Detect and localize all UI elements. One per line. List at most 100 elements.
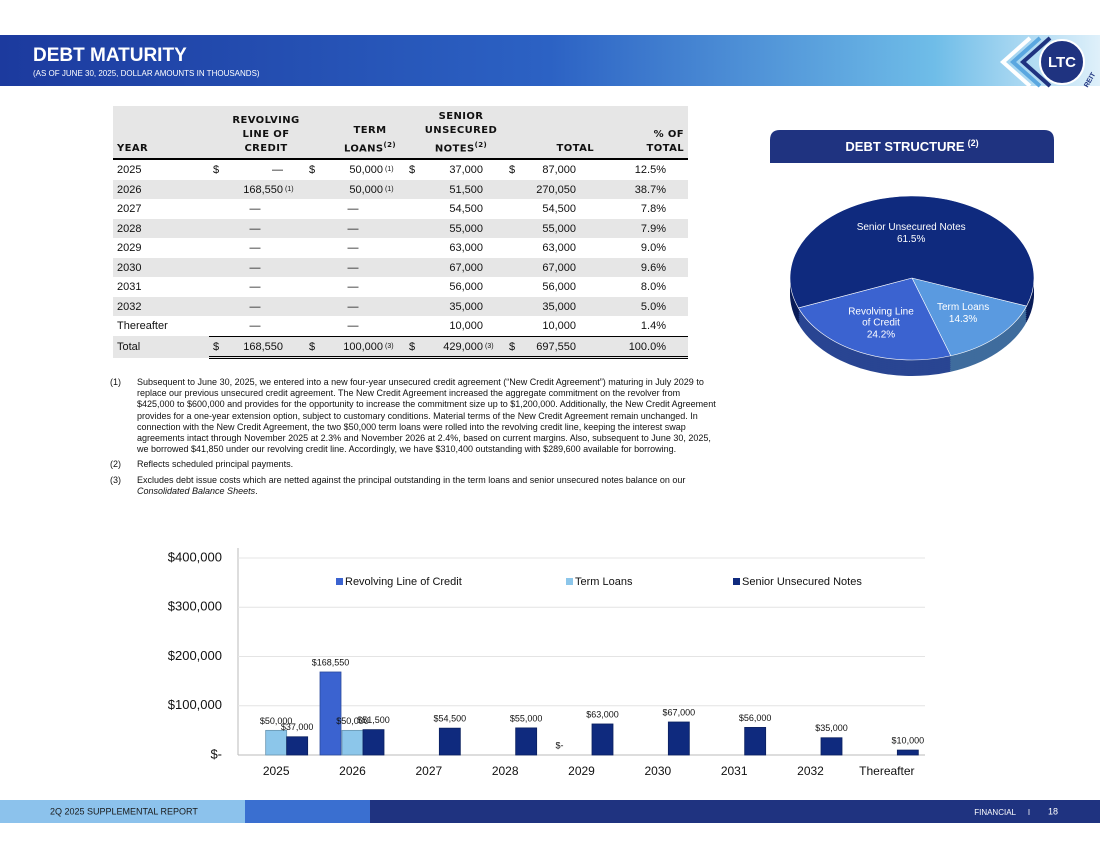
cell-box: 10,000 [409,320,501,332]
cell-box: $ — [213,164,301,176]
table-cell: — [209,238,305,258]
logo-circle [1039,39,1085,85]
cell-box: 100.0% [602,341,684,353]
table-cell: 38.7% [598,179,688,200]
table-row: Thereafter — — 10,000 10,000 1.4% [113,316,688,336]
pie-chart: Term Loans 14.3% Revolving Line of Credit 24… [789,195,1035,376]
x-tick-label: 2029 [568,764,595,778]
table-cell: — [305,257,405,278]
cell-box: — [309,320,401,332]
pie-category: Senior Unsecured Notes [857,222,966,233]
cell-box: 9.6% [602,262,684,274]
row-label: 2026 [117,183,142,196]
cell-note [576,262,594,264]
maturity-table-wrap: YEAR REVOLVING LINE OF CREDIT TERM LOANS(2… [113,106,688,360]
table-cell: 9.0% [598,238,688,258]
cell-box: $697,550 [509,341,594,353]
pie-value-label: 14.3% [949,314,977,325]
cell-box: 63,000 [509,242,594,254]
cell-box: — [309,223,401,235]
table-cell: 35,000 [405,296,505,317]
table-cell: 1.4% [598,316,688,336]
table-cell: Total [113,336,209,358]
cell-note [666,203,684,205]
cell-value: 67,000 [449,261,483,274]
table-row: 2030 — — 67,000 67,000 9.6% [113,257,688,278]
cell-box: — [213,242,301,254]
cell-box: 67,000 [509,262,594,274]
footnote-body: Reflects scheduled principal payments. [137,459,294,470]
cell-note [483,203,501,205]
table-row: 2031 — — 56,000 56,000 8.0% [113,277,688,297]
pie-value-label: 61.5% [897,234,925,245]
cell-box: $429,000 (3) [409,341,501,353]
table-row: 2032 — — 35,000 35,000 5.0% [113,296,688,317]
pie-category: Revolving Line [848,306,914,317]
footnote: (2) Reflects scheduled principal payments… [110,459,720,470]
footnote-text: Subsequent to June 30, 2025, we entered … [137,377,720,455]
cell-note [283,203,301,205]
footer-band [370,800,1100,823]
cell-box: 54,500 [409,203,501,215]
row-label: 2030 [117,261,142,274]
logo-chevron [999,36,1032,88]
footer-report: 2Q 2025 SUPPLEMENTAL REPORT [50,806,198,816]
table-cell: 2026 [113,179,209,200]
table-cell: — [305,296,405,317]
currency: $ [309,164,316,177]
column-header: REVOLVING LINE OF CREDIT [209,106,305,161]
footer-band [0,800,245,823]
cell-box: 50,000 (1) [309,184,401,196]
table-cell: — [305,238,405,258]
table-cell: 168,550 (1) [209,179,305,200]
cell-value: 54,500 [449,203,483,216]
cell-box: — [309,203,401,215]
column-label: TOTAL [556,143,594,155]
column-header: TOTAL [505,106,598,161]
column-header-text: SENIOR UNSECURED NOTES(2) [421,110,501,156]
cell-value: 10,000 [542,320,576,333]
bar-value-label: $- [555,740,563,750]
cell-box: 7.8% [602,203,684,215]
cell-box: 51,500 [409,184,501,196]
bar [744,727,767,756]
cell-note [383,320,401,322]
cell-value: — [347,281,359,294]
table-cell: 54,500 [505,199,598,219]
bar-value-label: $10,000 [892,735,925,745]
table-cell: 2030 [113,257,209,278]
cell-value: 429,000 [443,340,483,353]
legend-label: Senior Unsecured Notes [742,576,862,588]
table-cell: 35,000 [505,296,598,317]
row-label: Total [117,341,141,354]
cell-value: 56,000 [449,281,483,294]
pie-title: DEBT STRUCTURE (2) [845,138,978,154]
table-cell: — [209,316,305,336]
x-tick-label: 2028 [492,764,519,778]
maturity-table: YEAR REVOLVING LINE OF CREDIT TERM LOANS(2… [113,106,688,360]
column-label: REVOLVING LINE OF CREDIT [232,115,300,155]
footnote-end: . [255,485,258,496]
x-tick-label: 2031 [721,764,748,778]
y-tick-label: $100,000 [168,697,222,712]
table-cell: 51,500 [405,179,505,200]
currency: $ [509,164,516,177]
cell-value: 50,000 [349,183,383,196]
cell-note [283,301,301,303]
table-row: 2026 168,550 (1) 50,000 (1) 51,500 270,050 38.7… [113,179,688,200]
table-cell: 270,050 [505,179,598,200]
bar-value-label: $50,000 [260,716,293,726]
cell-note [483,164,501,166]
table-cell: 7.9% [598,218,688,239]
table-cell: 10,000 [405,316,505,336]
cell-note [576,301,594,303]
table-cell: 5.0% [598,296,688,317]
cell-note: (1) [385,166,394,174]
cell-value: 63,000 [449,242,483,255]
cell-note [283,320,301,322]
table-cell: 9.6% [598,257,688,278]
table-cell: 50,000 (1) [305,179,405,200]
cell-value: — [347,320,359,333]
cell-box: 270,050 [509,184,594,196]
cell-note [666,281,684,283]
